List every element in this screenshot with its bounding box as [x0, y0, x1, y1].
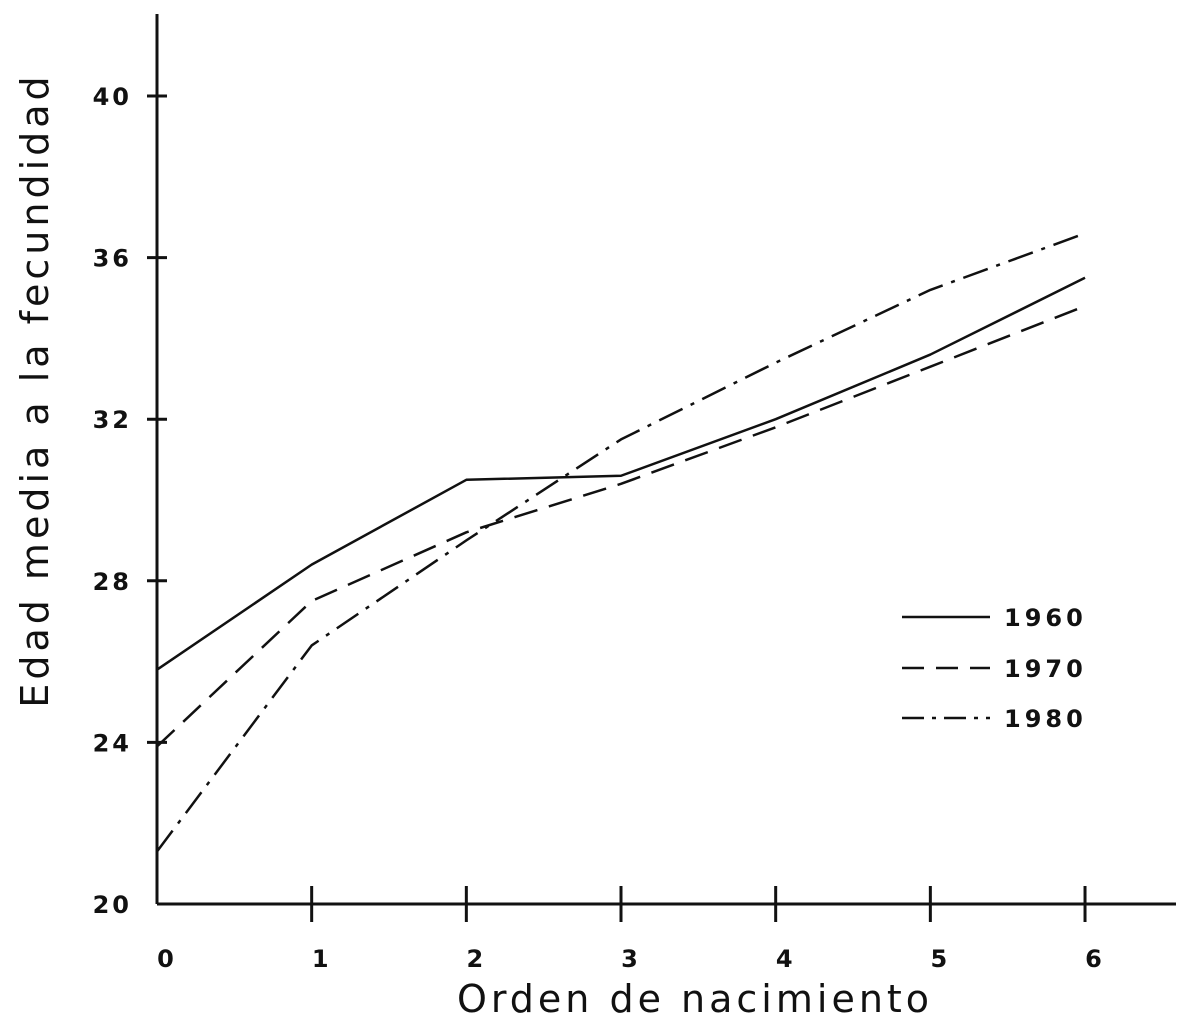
x-tick-label: 4: [776, 945, 796, 973]
y-axis-title: Edad media a la fecundidad: [13, 72, 57, 707]
series-line-1980: [156, 232, 1086, 853]
series-line-1960: [156, 276, 1086, 671]
legend: 1960 1970 1980: [902, 604, 1087, 733]
y-axis-ticks: 20 24 28 32 36 40: [93, 83, 167, 919]
y-tick-label: 20: [93, 891, 132, 919]
x-axis-ticks: 0 1 2 3 4 5 6: [157, 886, 1105, 973]
x-tick-label: 5: [930, 945, 950, 973]
x-tick-label: 0: [157, 945, 177, 973]
legend-label-1970: 1970: [1004, 655, 1087, 683]
x-axis-title: Orden de nacimiento: [457, 977, 933, 1021]
y-tick-label: 24: [93, 729, 132, 757]
axes: [155, 14, 1176, 906]
x-tick-label: 2: [466, 945, 486, 973]
y-tick-label: 40: [93, 83, 132, 111]
series-line-1970: [156, 304, 1086, 748]
legend-label-1960: 1960: [1004, 604, 1087, 632]
legend-label-1980: 1980: [1004, 705, 1087, 733]
x-tick-label: 1: [312, 945, 332, 973]
y-tick-label: 36: [93, 245, 132, 273]
y-tick-label: 32: [93, 406, 132, 434]
series-lines: [156, 232, 1086, 853]
x-tick-label: 3: [621, 945, 641, 973]
x-tick-label: 6: [1085, 945, 1105, 973]
y-tick-label: 28: [93, 568, 132, 596]
